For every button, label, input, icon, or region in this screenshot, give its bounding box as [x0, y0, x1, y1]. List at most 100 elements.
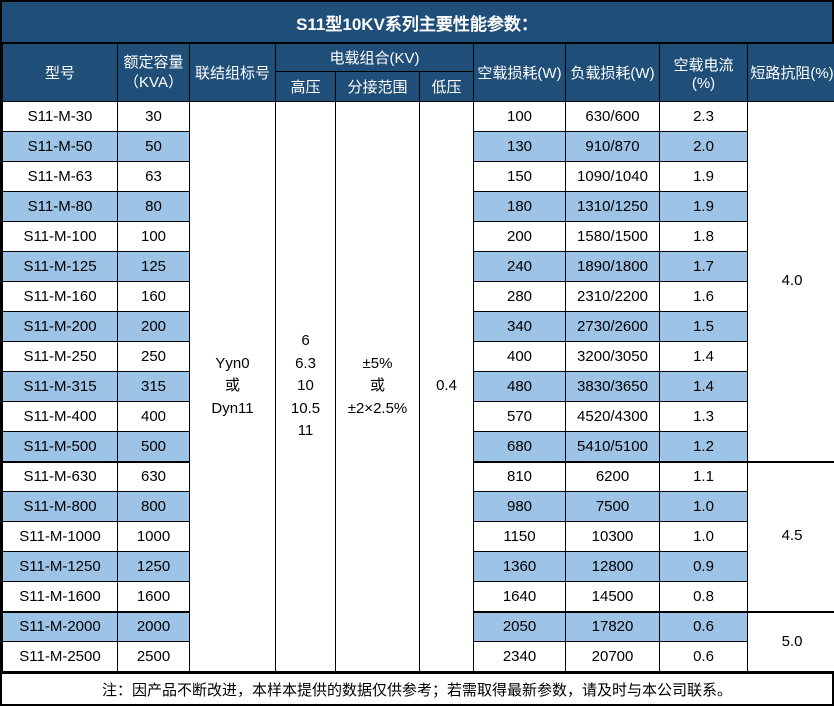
capacity-cell: 200: [117, 311, 190, 342]
load-loss-cell: 2730/2600: [565, 311, 660, 342]
header-connection: 联结组标号: [189, 43, 276, 102]
no-load-loss-cell: 180: [473, 191, 566, 222]
no-load-current-cell: 1.9: [659, 161, 748, 192]
load-loss-cell: 1890/1800: [565, 251, 660, 282]
no-load-current-cell: 1.7: [659, 251, 748, 282]
header-tap-range: 分接范围: [335, 71, 420, 102]
table-row: S11-M-315 315 480 3830/3650 1.4: [2, 371, 834, 402]
no-load-loss-cell: 2340: [473, 641, 566, 672]
capacity-cell: 630: [117, 460, 190, 492]
no-load-current-cell: 1.2: [659, 431, 748, 462]
no-load-loss-cell: 150: [473, 161, 566, 192]
load-loss-cell: 1580/1500: [565, 221, 660, 252]
connection-merged-cell: Yyn0 或 Dyn11: [189, 101, 276, 672]
header-model: 型号: [2, 43, 118, 102]
no-load-loss-cell: 240: [473, 251, 566, 282]
capacity-cell: 2500: [117, 641, 190, 672]
no-load-current-cell: 1.6: [659, 281, 748, 312]
header-load-loss: 负载损耗(W): [565, 43, 660, 102]
table-row: S11-M-200 200 340 2730/2600 1.5: [2, 311, 834, 342]
no-load-current-cell: 0.6: [659, 641, 748, 672]
load-loss-cell: 1090/1040: [565, 161, 660, 192]
load-loss-cell: 3200/3050: [565, 341, 660, 372]
capacity-cell: 1250: [117, 551, 190, 582]
table-row: S11-M-800 800 980 7500 1.0: [2, 491, 834, 522]
no-load-loss-cell: 570: [473, 401, 566, 432]
model-cell: S11-M-200: [2, 311, 118, 342]
page-title: S11型10KV系列主要性能参数：: [2, 2, 832, 43]
capacity-cell: 315: [117, 371, 190, 402]
load-loss-cell: 6200: [565, 460, 660, 492]
capacity-cell: 100: [117, 221, 190, 252]
no-load-current-cell: 0.6: [659, 610, 748, 642]
header-no-load-current: 空载电流(%): [659, 43, 748, 102]
capacity-cell: 250: [117, 341, 190, 372]
model-cell: S11-M-2000: [2, 610, 118, 642]
impedance-group-cell: 4.0: [747, 101, 834, 462]
no-load-loss-cell: 280: [473, 281, 566, 312]
capacity-cell: 80: [117, 191, 190, 222]
low-voltage-merged-cell: 0.4: [419, 101, 474, 672]
table-row: S11-M-125 125 240 1890/1800 1.7: [2, 251, 834, 282]
no-load-current-cell: 1.9: [659, 191, 748, 222]
model-cell: S11-M-125: [2, 251, 118, 282]
load-loss-cell: 5410/5100: [565, 431, 660, 462]
no-load-current-cell: 1.0: [659, 521, 748, 552]
header-impedance: 短路抗阻(%): [747, 43, 834, 102]
load-loss-cell: 7500: [565, 491, 660, 522]
table-row: S11-M-50 50 130 910/870 2.0: [2, 131, 834, 162]
load-loss-cell: 20700: [565, 641, 660, 672]
load-loss-cell: 4520/4300: [565, 401, 660, 432]
no-load-current-cell: 1.1: [659, 460, 748, 492]
capacity-cell: 500: [117, 431, 190, 462]
table-row: S11-M-2000 2000 2050 17820 0.6 5.0: [2, 610, 834, 672]
model-cell: S11-M-1000: [2, 521, 118, 552]
model-cell: S11-M-100: [2, 221, 118, 252]
load-loss-cell: 12800: [565, 551, 660, 582]
footnote: 注：因产品不断改进，本样本提供的数据仅供参考；若需取得最新参数，请及时与本公司联…: [2, 672, 832, 704]
model-cell: S11-M-400: [2, 401, 118, 432]
header-voltage-group: 电载组合(KV): [275, 43, 474, 72]
header-no-load-loss: 空载损耗(W): [473, 43, 566, 102]
model-cell: S11-M-1250: [2, 551, 118, 582]
model-cell: S11-M-80: [2, 191, 118, 222]
no-load-loss-cell: 130: [473, 131, 566, 162]
model-cell: S11-M-315: [2, 371, 118, 402]
no-load-loss-cell: 980: [473, 491, 566, 522]
load-loss-cell: 10300: [565, 521, 660, 552]
no-load-loss-cell: 680: [473, 431, 566, 462]
no-load-loss-cell: 1360: [473, 551, 566, 582]
high-voltage-merged-cell: 6 6.3 10 10.5 11: [275, 101, 336, 672]
no-load-current-cell: 1.8: [659, 221, 748, 252]
table-row: S11-M-630 630 810 6200 1.1 4.5: [2, 460, 834, 612]
load-loss-cell: 14500: [565, 581, 660, 612]
table-row: S11-M-500 500 680 5410/5100 1.2: [2, 431, 834, 462]
no-load-loss-cell: 340: [473, 311, 566, 342]
capacity-cell: 160: [117, 281, 190, 312]
load-loss-cell: 3830/3650: [565, 371, 660, 402]
table-row: S11-M-1000 1000 1150 10300 1.0: [2, 521, 834, 552]
load-loss-cell: 630/600: [565, 101, 660, 132]
header-high-voltage: 高压: [275, 71, 336, 102]
no-load-loss-cell: 1150: [473, 521, 566, 552]
no-load-loss-cell: 810: [473, 460, 566, 492]
table-body: S11-M-30 30 Yyn0 或 Dyn11 6 6.3 10 10.5 11 ±5…: [2, 101, 834, 672]
table-row: S11-M-160 160 280 2310/2200 1.6: [2, 281, 834, 312]
no-load-loss-cell: 2050: [473, 610, 566, 642]
no-load-current-cell: 2.3: [659, 101, 748, 132]
table-header: 型号 额定容量 （KVA） 联结组标号 电载组合(KV) 空载损耗(W) 负载损…: [2, 43, 834, 102]
capacity-cell: 1000: [117, 521, 190, 552]
model-cell: S11-M-63: [2, 161, 118, 192]
no-load-loss-cell: 100: [473, 101, 566, 132]
table-row: S11-M-1600 1600 1640 14500 0.8: [2, 581, 834, 612]
model-cell: S11-M-1600: [2, 581, 118, 612]
capacity-cell: 1600: [117, 581, 190, 612]
capacity-cell: 800: [117, 491, 190, 522]
capacity-cell: 50: [117, 131, 190, 162]
table-row: S11-M-250 250 400 3200/3050 1.4: [2, 341, 834, 372]
capacity-cell: 30: [117, 101, 190, 132]
table-row: S11-M-1250 1250 1360 12800 0.9: [2, 551, 834, 582]
capacity-cell: 400: [117, 401, 190, 432]
model-cell: S11-M-30: [2, 101, 118, 132]
